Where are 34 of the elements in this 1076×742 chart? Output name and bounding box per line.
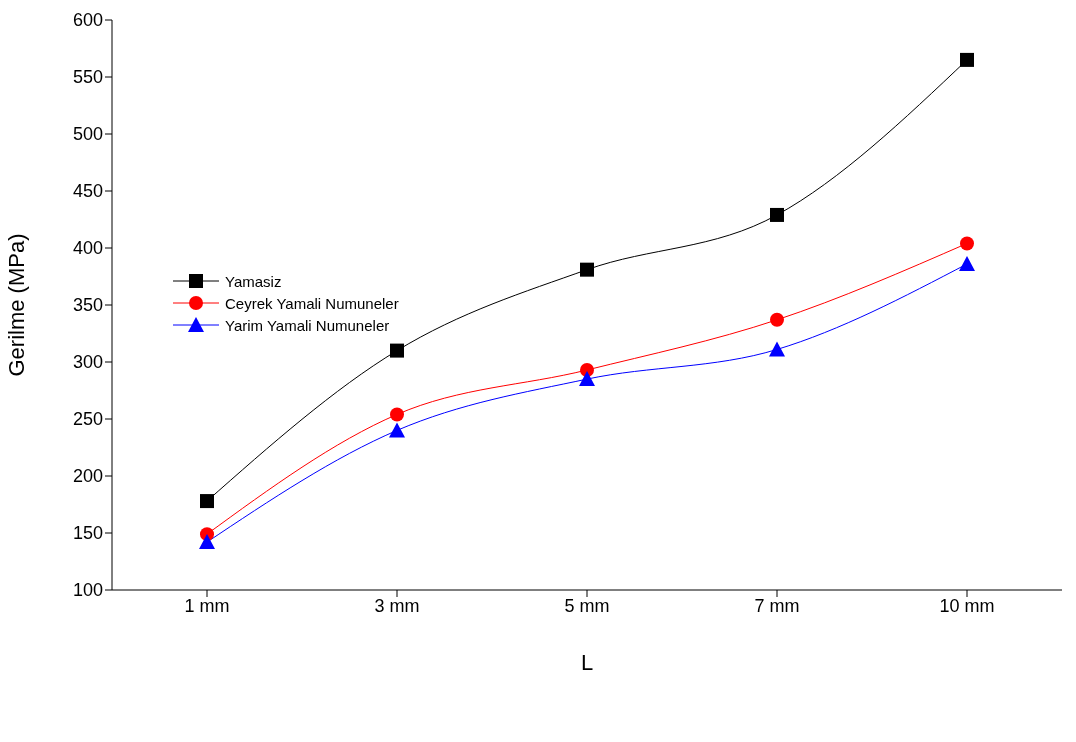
x-tick-label: 1 mm xyxy=(184,595,230,616)
point xyxy=(959,255,975,271)
x-tick-label: 7 mm xyxy=(754,595,800,616)
y-tick-label: 600 xyxy=(72,10,103,31)
y-tick-label: 550 xyxy=(72,67,103,88)
point xyxy=(579,371,595,387)
y-tick-label: 350 xyxy=(72,295,103,316)
y-tick-label: 250 xyxy=(72,409,103,430)
x-tick-label: 10 mm xyxy=(939,595,995,616)
y-tick-label: 150 xyxy=(72,523,103,544)
point xyxy=(960,236,974,251)
point xyxy=(769,341,785,357)
point xyxy=(390,343,404,358)
legend-label: Yamasiz xyxy=(225,272,282,290)
y-tick-label: 200 xyxy=(72,466,103,487)
point xyxy=(770,207,784,222)
y-tick-label: 450 xyxy=(72,181,103,202)
legend-label: Yarim Yamali Numuneler xyxy=(225,316,390,334)
x-axis-title: L xyxy=(580,650,594,675)
point xyxy=(770,312,784,327)
y-tick-label: 100 xyxy=(72,580,103,601)
x-tick-label: 5 mm xyxy=(564,595,610,616)
y-tick-label: 400 xyxy=(72,238,103,259)
legend-label: Ceyrek Yamali Numuneler xyxy=(225,294,399,312)
point xyxy=(200,494,214,509)
point xyxy=(580,262,594,277)
point xyxy=(390,407,404,422)
x-tick-label: 3 mm xyxy=(374,595,420,616)
point xyxy=(199,534,215,550)
point xyxy=(960,52,974,67)
y-axis-title: Gerilme (MPa) xyxy=(3,233,29,377)
y-tick-label: 300 xyxy=(72,352,103,373)
point xyxy=(389,422,405,438)
y-tick-label: 500 xyxy=(72,124,103,145)
